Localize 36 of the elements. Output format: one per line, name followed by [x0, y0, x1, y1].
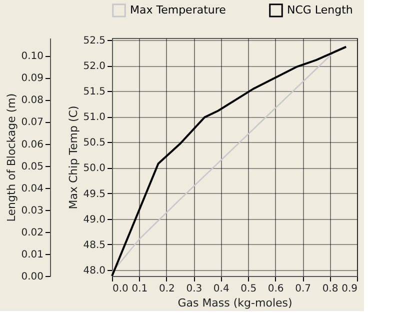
y2-axis-title: Length of Blockage (m) — [5, 93, 18, 222]
y-tick-label: 49.0 — [83, 214, 106, 226]
y-tick-label: 52.5 — [83, 36, 106, 47]
y-tick-label: 52.0 — [83, 61, 106, 72]
x-tick-label: 0.0 — [112, 284, 128, 294]
y-tick-label: 51.0 — [83, 112, 106, 124]
y-tick-label: 50.0 — [83, 163, 106, 174]
x-tick-label: 0.8 — [322, 284, 338, 294]
x-tick-label: 0.5 — [240, 284, 257, 294]
legend-label: NCG Length — [287, 3, 353, 16]
y2-tick-label: 0.03 — [21, 205, 44, 216]
y2-tick-label: 0.07 — [21, 117, 44, 128]
x-axis-title: Gas Mass (kg-moles) — [178, 296, 292, 310]
y2-tick-label: 0.00 — [21, 272, 44, 282]
x-tick-label: 0.7 — [295, 284, 312, 294]
y2-tick-label: 0.08 — [21, 95, 44, 106]
y2-tick-label: 0.02 — [21, 227, 44, 238]
x-tick-label: 0.1 — [132, 284, 148, 294]
x-tick-label: 0.2 — [158, 284, 175, 294]
y-tick-label: 48.5 — [83, 240, 106, 251]
x-tick-label: 0.6 — [268, 284, 284, 294]
y2-tick-label: 0.06 — [21, 139, 44, 150]
y2-tick-label: 0.10 — [21, 51, 44, 62]
y2-tick-label: 0.05 — [21, 161, 44, 172]
x-tick-label: 0.3 — [186, 284, 202, 294]
y2-tick-label: 0.04 — [21, 183, 44, 194]
y2-tick-label: 0.01 — [21, 249, 44, 260]
y2-tick-label: 0.09 — [21, 73, 44, 84]
y-tick-label: 50.5 — [83, 138, 106, 149]
y-tick-label: 51.5 — [83, 86, 106, 98]
y-tick-label: 48.0 — [83, 265, 106, 276]
x-tick-label: 0.9 — [342, 284, 358, 294]
legend-label: Max Temperature — [130, 3, 226, 16]
y-axis-title: Max Chip Temp (C) — [67, 106, 80, 210]
x-tick-label: 0.4 — [213, 284, 230, 294]
y-tick-label: 49.5 — [83, 188, 106, 200]
